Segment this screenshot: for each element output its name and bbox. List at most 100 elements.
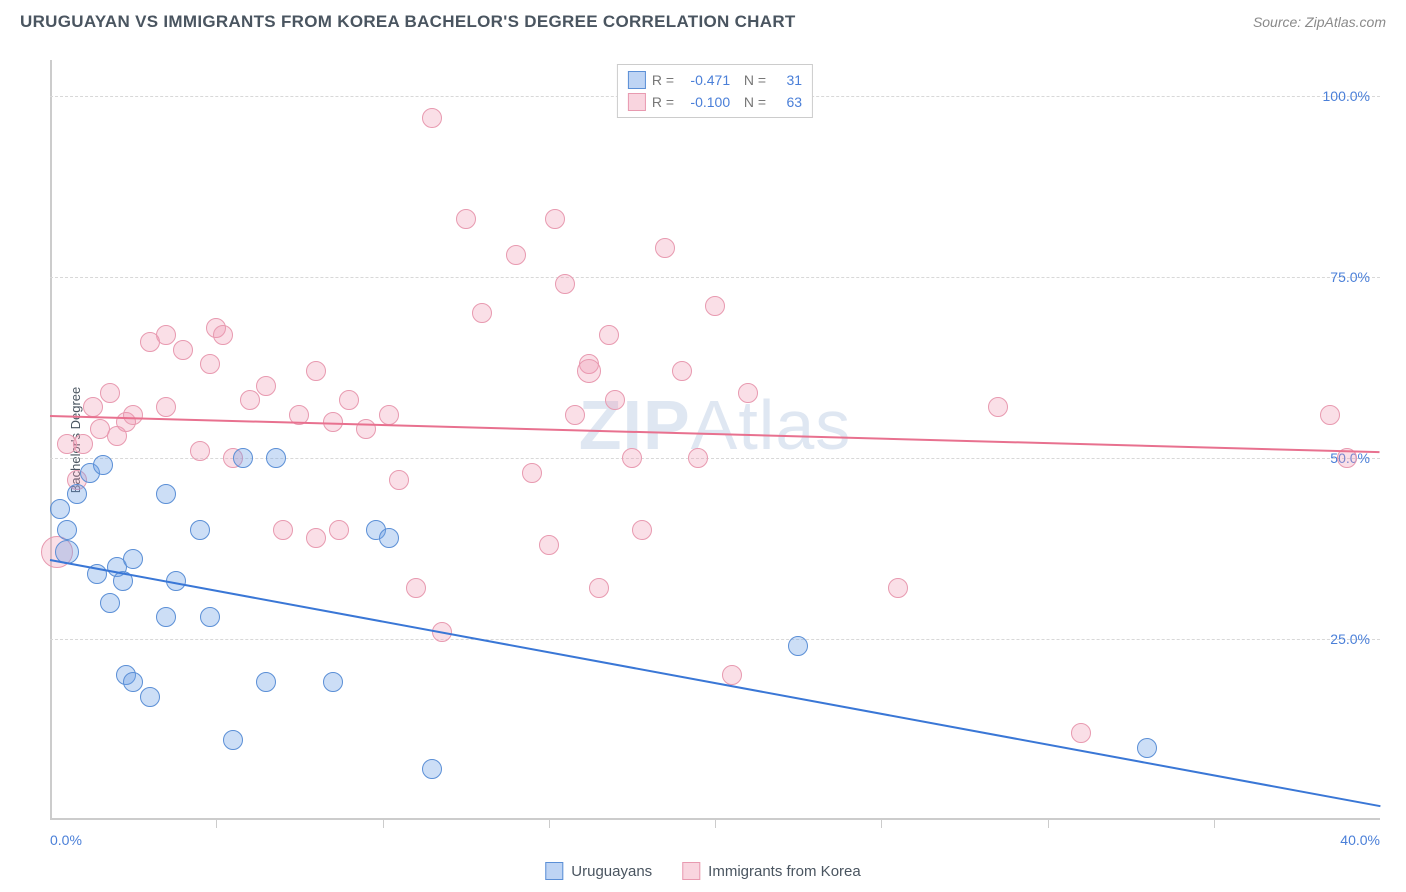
y-axis-line [50,60,52,820]
scatter-point [57,520,77,540]
scatter-point [306,528,326,548]
scatter-point [100,593,120,613]
scatter-point [156,607,176,627]
scatter-point [389,470,409,490]
y-tick-label: 100.0% [1323,88,1370,104]
scatter-point [256,672,276,692]
scatter-point [788,636,808,656]
scatter-point [306,361,326,381]
scatter-point [123,672,143,692]
scatter-point [379,405,399,425]
scatter-point [422,108,442,128]
scatter-point [339,390,359,410]
scatter-point [273,520,293,540]
n-label: N = [736,72,766,88]
scatter-point [655,238,675,258]
scatter-point [605,390,625,410]
r-label: R = [652,94,674,110]
stats-row-pink: R = -0.100 N = 63 [628,91,802,113]
scatter-point [577,359,601,383]
swatch-pink-icon [628,93,646,111]
r-label: R = [652,72,674,88]
source-label: Source: [1253,14,1301,30]
gridline [50,277,1380,278]
x-tick-mark [1214,820,1215,828]
legend-label-pink: Immigrants from Korea [708,863,861,880]
stats-legend: R = -0.471 N = 31 R = -0.100 N = 63 [617,64,813,118]
bottom-legend: Uruguayans Immigrants from Korea [545,862,860,880]
scatter-point [722,665,742,685]
scatter-point [73,434,93,454]
scatter-point [688,448,708,468]
n-value-pink: 63 [772,94,802,110]
scatter-point [506,245,526,265]
scatter-point [356,419,376,439]
gridline [50,639,1380,640]
scatter-point [123,549,143,569]
scatter-point [1320,405,1340,425]
x-tick-mark [549,820,550,828]
y-tick-label: 75.0% [1330,269,1370,285]
scatter-point [622,448,642,468]
scatter-point [213,325,233,345]
plot-area: ZIPAtlas 25.0%50.0%75.0%100.0%0.0%40.0% [50,60,1380,820]
scatter-point [472,303,492,323]
source-attribution: Source: ZipAtlas.com [1253,14,1386,30]
x-tick-mark [383,820,384,828]
source-value: ZipAtlas.com [1305,14,1386,30]
scatter-point [50,499,70,519]
x-tick-mark [216,820,217,828]
scatter-point [888,578,908,598]
n-label: N = [736,94,766,110]
swatch-blue-icon [628,71,646,89]
scatter-point [589,578,609,598]
scatter-point [140,687,160,707]
legend-item-uruguayans: Uruguayans [545,862,652,880]
header: URUGUAYAN VS IMMIGRANTS FROM KOREA BACHE… [0,0,1406,40]
scatter-point [1137,738,1157,758]
scatter-point [406,578,426,598]
scatter-point [223,730,243,750]
legend-item-korea: Immigrants from Korea [682,862,861,880]
scatter-point [256,376,276,396]
trend-line [50,415,1380,453]
scatter-point [565,405,585,425]
swatch-pink-icon [682,862,700,880]
scatter-point [1071,723,1091,743]
scatter-point [329,520,349,540]
scatter-point [156,397,176,417]
scatter-point [599,325,619,345]
scatter-point [456,209,476,229]
chart-title: URUGUAYAN VS IMMIGRANTS FROM KOREA BACHE… [20,12,796,32]
scatter-point [100,383,120,403]
y-tick-label: 25.0% [1330,631,1370,647]
stats-row-blue: R = -0.471 N = 31 [628,69,802,91]
scatter-point [539,535,559,555]
scatter-point [190,441,210,461]
x-tick-mark [715,820,716,828]
trend-line [50,559,1380,807]
scatter-point [173,340,193,360]
legend-label-blue: Uruguayans [571,863,652,880]
r-value-blue: -0.471 [680,72,730,88]
chart-area: Bachelor's Degree ZIPAtlas 25.0%50.0%75.… [50,60,1380,820]
swatch-blue-icon [545,862,563,880]
scatter-point [233,448,253,468]
n-value-blue: 31 [772,72,802,88]
scatter-point [67,484,87,504]
scatter-point [190,520,210,540]
watermark-rest: Atlas [691,386,852,464]
scatter-point [200,607,220,627]
x-tick-label: 40.0% [1340,832,1380,848]
scatter-point [156,484,176,504]
scatter-point [379,528,399,548]
scatter-point [988,397,1008,417]
scatter-point [555,274,575,294]
scatter-point [422,759,442,779]
scatter-point [672,361,692,381]
scatter-point [240,390,260,410]
x-tick-mark [881,820,882,828]
scatter-point [123,405,143,425]
scatter-point [705,296,725,316]
scatter-point [266,448,286,468]
